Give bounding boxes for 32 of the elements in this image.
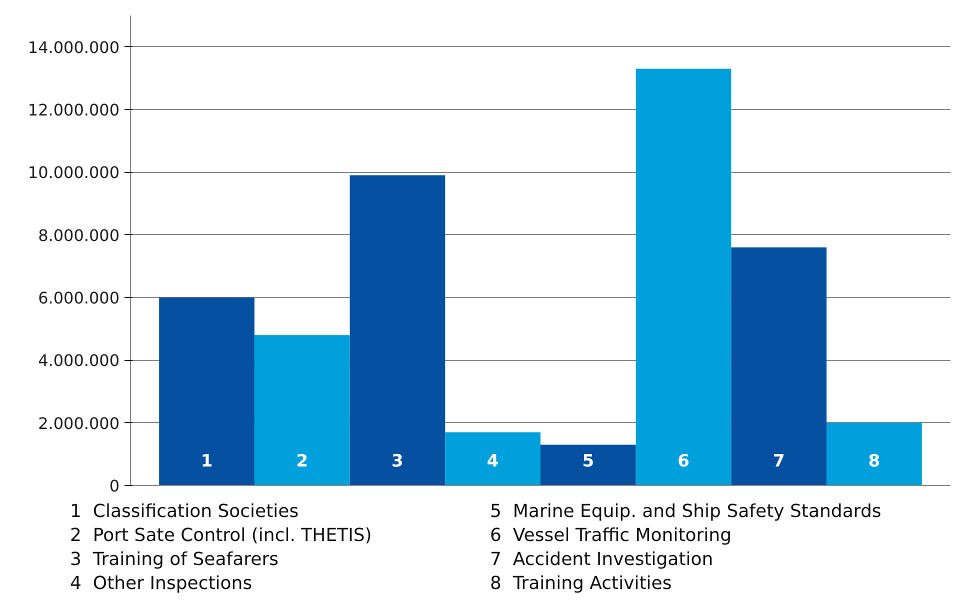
text: 5 Marine Equip. and Ship Safety Standards <box>490 500 882 524</box>
x-tick-label: 7 <box>772 452 785 472</box>
bar <box>540 444 636 486</box>
bar <box>731 247 827 486</box>
x-tick-label: 8 <box>868 452 880 472</box>
y-tick-label: 14.000.000 <box>28 38 120 57</box>
text: 8 Training Activities <box>490 572 673 596</box>
y-tick-label: 6.000.000 <box>38 288 120 308</box>
text: 3 Training of Seafarers <box>70 548 280 572</box>
y-tick-label: 4.000.000 <box>38 351 120 370</box>
y-tick-label: 0 <box>109 476 120 496</box>
bar <box>636 68 732 486</box>
bar <box>826 422 922 486</box>
bar <box>445 432 540 486</box>
text: 7 Accident Investigation <box>490 548 714 572</box>
x-tick-label: 2 <box>296 452 308 472</box>
x-tick-label: 3 <box>392 452 404 472</box>
x-tick-label: 6 <box>678 452 690 472</box>
y-tick-label: 2.000.000 <box>38 414 120 433</box>
text: 1 Classification Societies <box>70 500 300 524</box>
bar <box>159 298 254 486</box>
text: 2 Port Sate Control (incl. THETIS) <box>70 524 372 548</box>
y-tick-label: 8.000.000 <box>38 226 120 245</box>
x-tick-label: 4 <box>486 452 499 472</box>
text: 4 Other Inspections <box>70 572 254 596</box>
x-tick-label: 5 <box>582 452 594 472</box>
text: 6 Vessel Traffic Monitoring <box>490 524 732 548</box>
bar <box>350 175 446 486</box>
x-tick-label: 1 <box>200 452 213 472</box>
y-tick-label: 10.000.000 <box>28 163 120 182</box>
bar <box>254 335 350 486</box>
y-tick-label: 12.000.000 <box>28 100 120 120</box>
